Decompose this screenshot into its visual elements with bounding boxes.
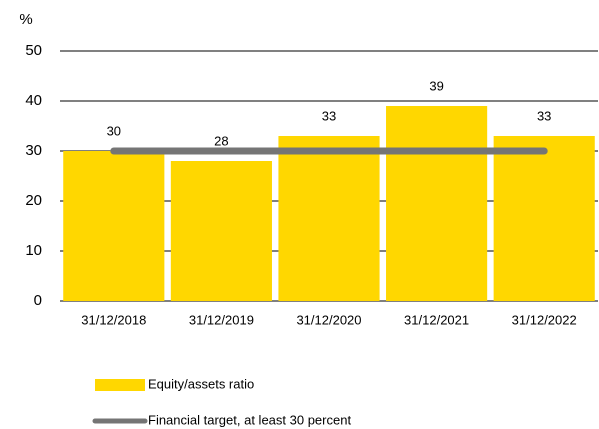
legend-swatch bbox=[95, 379, 145, 391]
x-tick-label: 31/12/2019 bbox=[189, 312, 254, 327]
legend-label: Financial target, at least 30 percent bbox=[148, 412, 351, 427]
x-tick-label: 31/12/2021 bbox=[404, 312, 469, 327]
y-tick-label: 20 bbox=[25, 192, 42, 209]
bar bbox=[386, 106, 488, 301]
x-tick-label: 31/12/2018 bbox=[81, 312, 146, 327]
y-tick-label: 10 bbox=[25, 242, 42, 259]
bar bbox=[278, 136, 380, 301]
y-tick-label: 30 bbox=[25, 142, 42, 159]
y-tick-label: 0 bbox=[34, 292, 42, 309]
x-tick-label: 31/12/2022 bbox=[512, 312, 577, 327]
y-tick-label: 40 bbox=[25, 92, 42, 109]
bar bbox=[170, 161, 272, 301]
data-label: 33 bbox=[537, 108, 551, 123]
data-label: 28 bbox=[214, 133, 228, 148]
data-label: 33 bbox=[322, 108, 336, 123]
data-label: 39 bbox=[429, 78, 443, 93]
bar bbox=[63, 151, 165, 301]
legend-label: Equity/assets ratio bbox=[148, 376, 254, 391]
data-label: 30 bbox=[107, 123, 121, 138]
y-tick-label: 50 bbox=[25, 42, 42, 59]
y-axis-label: % bbox=[19, 11, 32, 28]
x-tick-label: 31/12/2020 bbox=[296, 312, 361, 327]
bar bbox=[493, 136, 595, 301]
